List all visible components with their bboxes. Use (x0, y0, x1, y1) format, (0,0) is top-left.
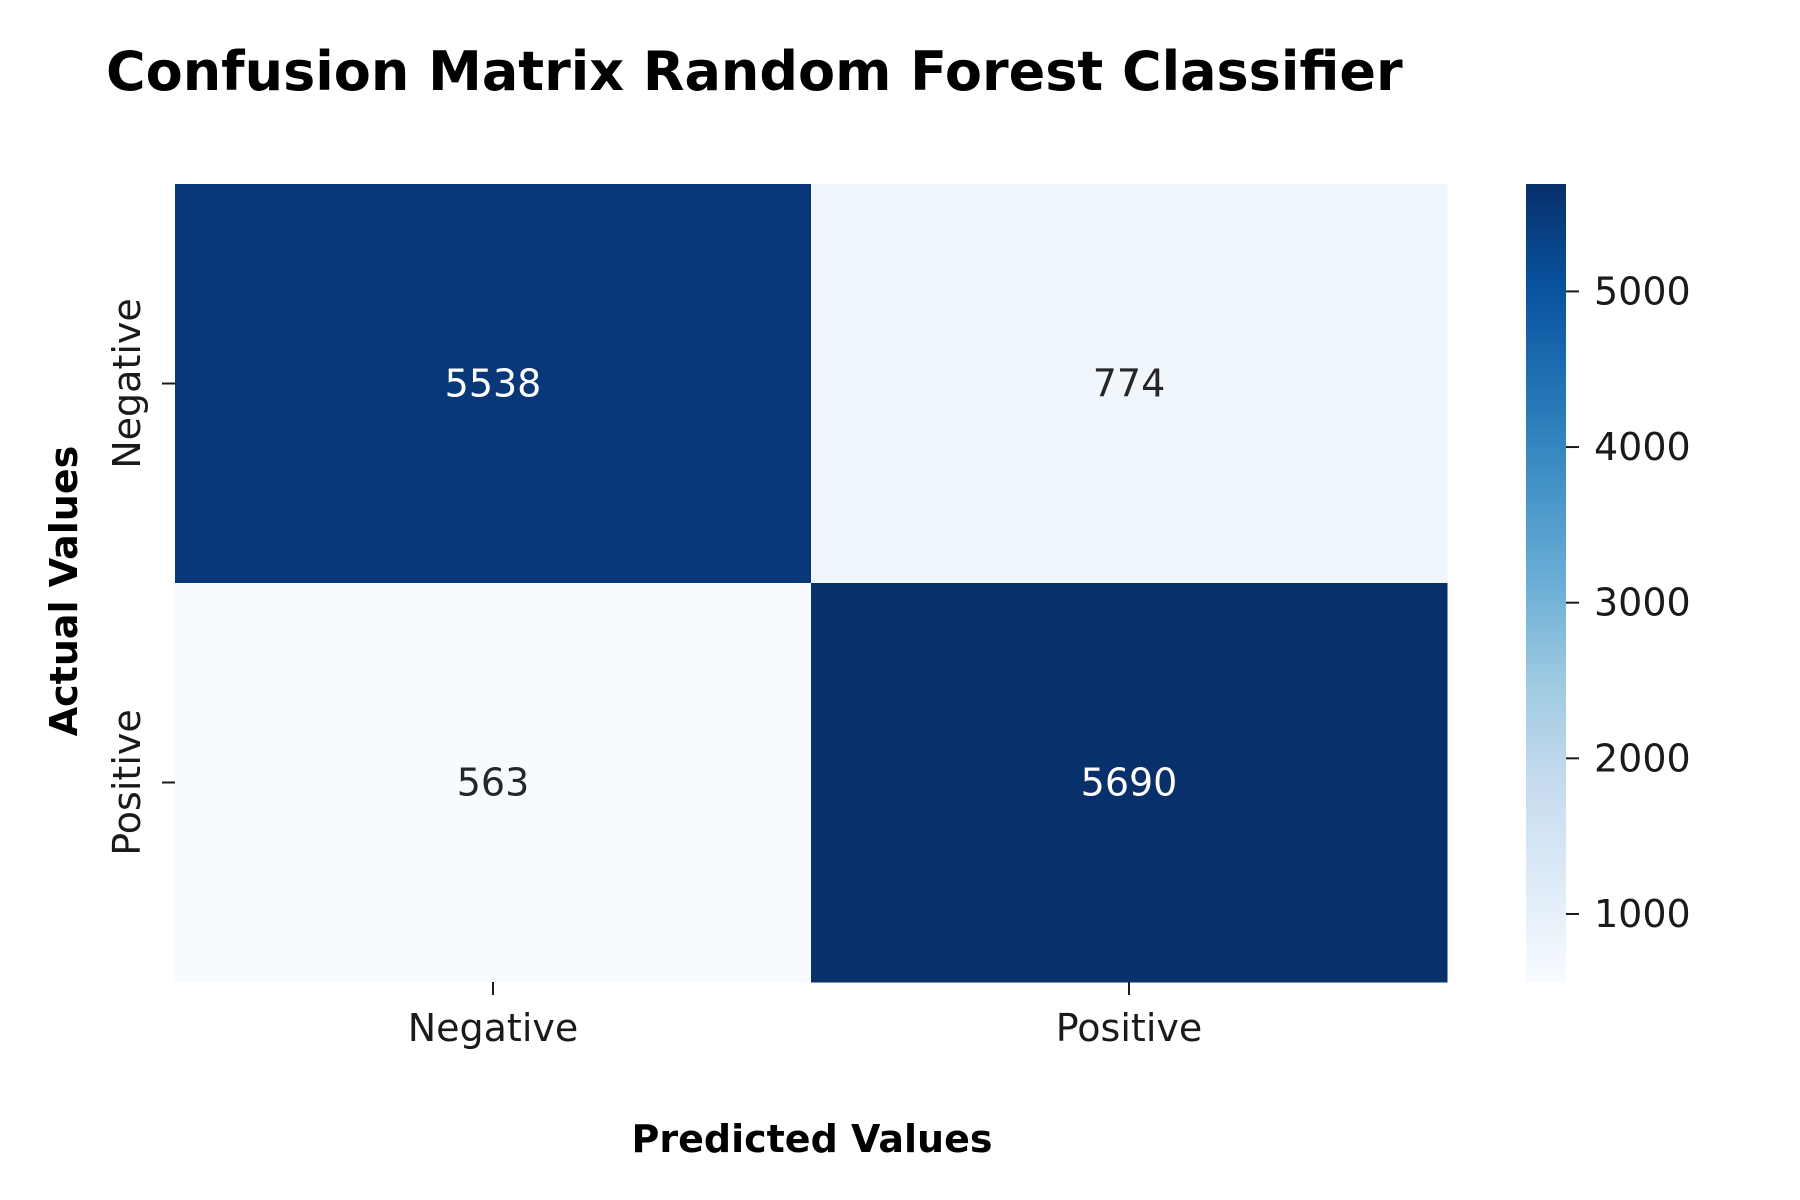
colorbar-tick-label: 5000 (1594, 269, 1691, 313)
y-axis-title: Actual Values (42, 446, 86, 737)
x-axis-title: Predicted Values (632, 1117, 993, 1161)
cell-value-label: 774 (1093, 362, 1166, 406)
colorbar-tick-label: 3000 (1594, 581, 1691, 625)
heatmap-cell (811, 184, 1448, 584)
colorbar-tick-label: 1000 (1594, 892, 1691, 936)
x-tick-label: Negative (408, 1006, 579, 1050)
y-axis-ticks: Negative Positive (105, 298, 175, 856)
cell-value-label: 5690 (1081, 761, 1178, 805)
colorbar-ticks: 1000 2000 3000 4000 5000 (1566, 269, 1691, 936)
y-tick-label: Negative (105, 298, 149, 469)
colorbar (1526, 184, 1566, 982)
x-axis-ticks: Negative Positive (408, 982, 1203, 1050)
heatmap-cell (175, 583, 812, 983)
heatmap-cell (175, 184, 812, 584)
x-tick-label: Positive (1056, 1006, 1203, 1050)
y-tick-label: Positive (105, 709, 149, 856)
heatmap-cells (175, 184, 1448, 983)
colorbar-tick-label: 2000 (1594, 736, 1691, 780)
cell-value-label: 563 (457, 761, 530, 805)
colorbar-tick-label: 4000 (1594, 425, 1691, 469)
chart-title: Confusion Matrix Random Forest Classifie… (106, 40, 1403, 103)
heatmap-cell (811, 583, 1448, 983)
heatmap-cell-labels: 5538 774 563 5690 (445, 362, 1178, 805)
cell-value-label: 5538 (445, 362, 542, 406)
